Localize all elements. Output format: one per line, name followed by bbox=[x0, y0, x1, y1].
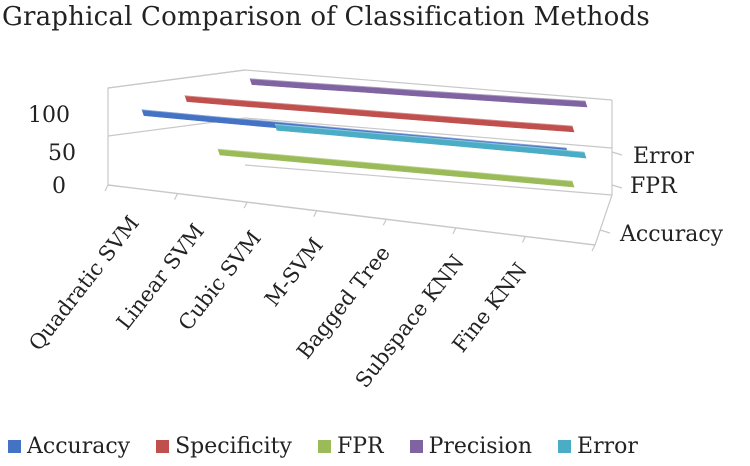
legend-item: Error bbox=[558, 434, 638, 459]
category-label: Quadratic SVM bbox=[24, 211, 144, 355]
series-ribbon-fpr bbox=[217, 148, 575, 188]
legend-item: Accuracy bbox=[8, 434, 130, 459]
legend-swatch bbox=[409, 440, 423, 453]
depth-tick bbox=[611, 151, 623, 156]
right-wall-edge bbox=[594, 100, 613, 246]
legend-item: FPR bbox=[317, 434, 384, 459]
depth-tick bbox=[611, 184, 623, 189]
legend-item: Specificity bbox=[156, 434, 292, 459]
chart-title: Graphical Comparison of Classification M… bbox=[2, 2, 650, 32]
floor-front-edge bbox=[107, 184, 596, 246]
back-wall-bottom bbox=[244, 164, 613, 196]
legend-label: Precision bbox=[428, 434, 533, 459]
category-tick bbox=[591, 244, 596, 252]
category-label: M-SVM bbox=[260, 233, 328, 311]
legend-swatch bbox=[156, 440, 170, 453]
series-ribbon-error bbox=[274, 124, 587, 159]
series-ribbon-highlight bbox=[274, 123, 585, 153]
depth-label: Error bbox=[633, 144, 694, 169]
depth-tick bbox=[599, 229, 611, 234]
legend-label: FPR bbox=[336, 434, 384, 459]
series-ribbon-highlight bbox=[184, 95, 573, 127]
depth-label: FPR bbox=[630, 174, 678, 199]
y-tick-label: 100 bbox=[28, 103, 70, 128]
series-ribbon-highlight bbox=[141, 109, 567, 149]
series-ribbon-highlight bbox=[249, 78, 586, 102]
category-tick bbox=[313, 210, 318, 217]
back-wall-mid bbox=[244, 117, 613, 149]
series-ribbon-specificity bbox=[184, 95, 575, 133]
category-tick bbox=[243, 201, 248, 209]
y-tick-label: 0 bbox=[52, 174, 66, 199]
category-tick bbox=[382, 219, 387, 226]
legend-item: Precision bbox=[409, 434, 533, 459]
category-tick bbox=[174, 193, 179, 200]
category-tick bbox=[452, 227, 457, 235]
legend-swatch bbox=[317, 440, 331, 453]
legend-swatch bbox=[558, 440, 572, 453]
category-tick bbox=[521, 236, 526, 243]
legend-label: Error bbox=[577, 434, 638, 459]
series-ribbon-highlight bbox=[217, 148, 573, 182]
legend-label: Accuracy bbox=[27, 434, 131, 459]
legend-swatch bbox=[8, 440, 21, 453]
series-ribbon-precision bbox=[249, 78, 588, 108]
depth-label: Accuracy bbox=[619, 222, 724, 247]
category-tick bbox=[104, 184, 109, 192]
back-wall-top bbox=[244, 69, 613, 101]
legend: Accuracy Specificity FPR Precision Error bbox=[8, 434, 664, 459]
gridline-100 bbox=[107, 69, 246, 89]
y-tick-label: 50 bbox=[48, 141, 76, 166]
legend-label: Specificity bbox=[175, 434, 292, 459]
